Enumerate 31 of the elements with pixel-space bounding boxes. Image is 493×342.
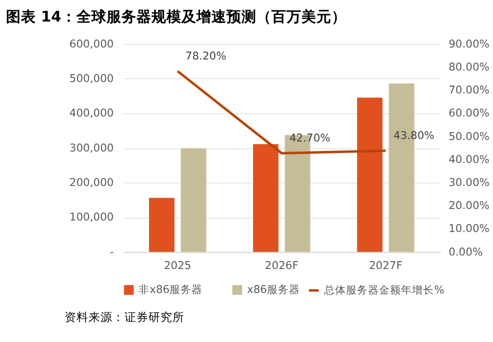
y-tick-label: 100,000 [69, 210, 114, 224]
x-tick-label: 2025 [164, 258, 192, 272]
bar [253, 144, 278, 252]
y-tick-label: 500,000 [69, 72, 114, 86]
data-label: 78.20% [185, 50, 226, 63]
y-tick-label: 600,000 [69, 37, 114, 50]
x-tick-label: 2027F [368, 258, 402, 272]
y2-tick-label: 90.00% [448, 37, 490, 50]
legend-label: 总体服务器金额年增长% [323, 283, 444, 296]
y2-tick-label: 80.00% [448, 60, 490, 74]
y2-tick-label: 10.00% [448, 222, 490, 236]
bar [149, 198, 174, 252]
y-tick-label: 400,000 [69, 106, 114, 120]
y2-tick-label: 40.00% [448, 152, 490, 166]
y2-tick-label: 20.00% [448, 199, 490, 212]
y-tick-label: 200,000 [69, 176, 114, 189]
y2-tick-label: 30.00% [448, 176, 490, 189]
y2-tick-label: 60.00% [448, 106, 490, 120]
y2-tick-label: 0.00% [448, 245, 483, 258]
bar [180, 148, 206, 252]
data-label: 42.70% [289, 132, 330, 145]
y2-tick-label: 70.00% [448, 84, 490, 97]
bar [357, 98, 382, 252]
legend-label: 非x86服务器 [138, 282, 203, 296]
text: 资料来源：证券研究所 [64, 310, 184, 324]
y-tick-label: - [110, 245, 114, 258]
legend-label: x86服务器 [246, 282, 300, 296]
x-tick-label: 2026F [264, 258, 298, 272]
y-tick-label: 300,000 [69, 141, 114, 154]
chart-title: 图表 14：全球服务器规模及增速预测（百万美元） [6, 8, 346, 26]
y2-tick-label: 50.00% [448, 130, 490, 143]
